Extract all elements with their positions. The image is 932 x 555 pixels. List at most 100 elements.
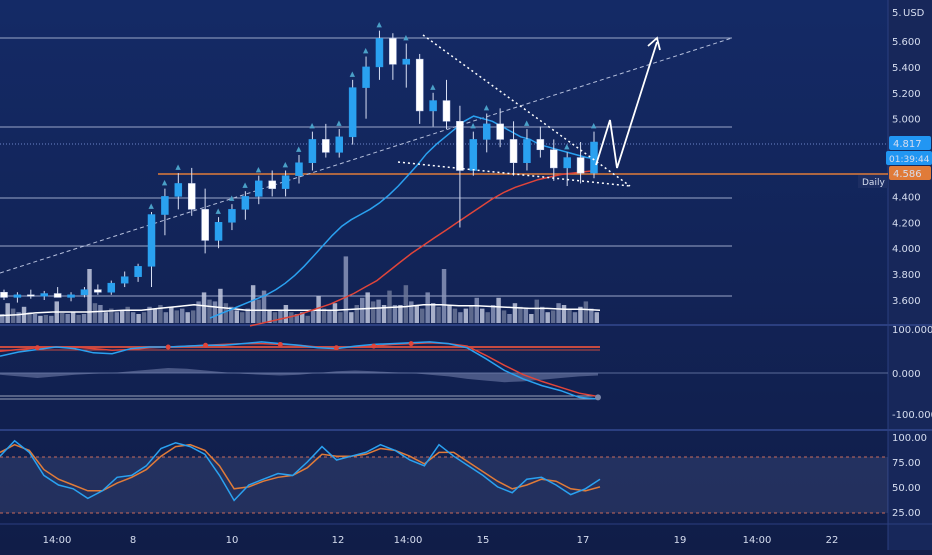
projection-arrow[interactable] [595, 36, 661, 169]
candle-body [241, 196, 250, 210]
time-tick-label: 14:00 [743, 535, 772, 546]
time-axis-ticks[interactable]: 14:00 8 10 12 14:00 15 17 19 14:00 22 [43, 535, 839, 546]
signal-arrow-up: ▲ [430, 83, 436, 91]
stoch-d-line [0, 443, 601, 492]
volume-bar [463, 308, 469, 323]
price-badge-value: 4.817 [893, 139, 922, 150]
candle-body [523, 139, 531, 163]
price-tick-top-partial: 5. [892, 8, 902, 19]
volume-bar [103, 312, 109, 323]
volume-bar [5, 303, 10, 323]
volume-bar [447, 305, 452, 323]
candle-body [107, 282, 116, 293]
volume-bar [130, 312, 136, 323]
signal-arrow-up: ▲ [564, 142, 570, 150]
volume-bar [594, 312, 599, 323]
osc1-axis-ticks: 100.000 0.000 -100.000 [892, 325, 932, 421]
level-badge: 4.586 [889, 166, 931, 180]
volume-bar [338, 312, 343, 323]
candle-body [27, 294, 35, 297]
candle-body [40, 293, 48, 297]
volume-bar [300, 312, 305, 323]
volume-bar [163, 312, 169, 323]
volume-bar [27, 312, 32, 323]
osc1-tick-label: 100.000 [892, 325, 932, 336]
volume-bar [201, 292, 207, 323]
volume-bar [81, 314, 87, 323]
volume-bar [420, 308, 425, 323]
volume-bar [196, 301, 201, 323]
signal-arrow-up: ▲ [296, 145, 302, 153]
horizontal-levels[interactable] [0, 37, 888, 297]
candle-body [335, 136, 343, 153]
signal-arrow-up: ▲ [376, 21, 382, 29]
candle-body [509, 139, 518, 163]
trendline-dashed[interactable] [0, 37, 733, 274]
price-tick-label: 5.200 [892, 89, 921, 100]
candle-body [255, 180, 263, 197]
volume-bar [349, 312, 354, 323]
volume-bar [381, 305, 387, 323]
volume-bar [114, 312, 119, 323]
signal-arrow-up: ▲ [336, 119, 342, 127]
osc1-tick-label: -100.000 [892, 410, 932, 421]
price-tick-label: 5.600 [892, 37, 921, 48]
volume-bar [49, 315, 54, 323]
volume-bar [441, 269, 447, 323]
signal-arrow-up: ▲ [175, 163, 181, 171]
candle-body [576, 157, 585, 174]
candle-body [389, 38, 397, 65]
candle-body [469, 139, 478, 171]
volume-bar [507, 314, 512, 323]
candle-body [120, 276, 129, 284]
volume-bar [250, 285, 256, 323]
time-tick-label: 22 [826, 535, 839, 546]
volume-bar [392, 305, 398, 323]
volume-bar [152, 308, 158, 323]
osc1-tick-label: 0.000 [892, 369, 921, 380]
ma-slow-line [249, 169, 597, 327]
triangle-pattern[interactable] [397, 34, 631, 187]
volume-bar [414, 305, 419, 323]
candle-body [590, 141, 598, 174]
volume-bar [212, 301, 218, 323]
time-tick-label: 8 [130, 535, 136, 546]
osc1-histogram [0, 368, 598, 383]
osc2-tick-label: 75.00 [892, 458, 921, 469]
signal-arrow-up: ▲ [309, 122, 315, 130]
volume-bar [16, 312, 21, 323]
candle-body [80, 289, 89, 296]
oscillator-1-pane[interactable] [0, 341, 888, 401]
osc1-last-dot [595, 394, 601, 401]
osc2-axis-ticks: 100.00 75.00 50.00 25.00 [892, 433, 927, 519]
candle-body [214, 222, 223, 241]
candle-body [174, 183, 183, 197]
volume-bar [480, 308, 485, 323]
volume-bar [136, 314, 141, 323]
volume-bar [583, 301, 589, 323]
volume-bar [43, 314, 49, 323]
oscillator-2-pane[interactable] [0, 439, 888, 514]
time-tick-label: 17 [577, 535, 590, 546]
candle-body [429, 100, 437, 112]
signal-arrow-up: ▲ [470, 122, 476, 130]
volume-bar [376, 299, 381, 323]
volume-bar [60, 313, 65, 323]
volume-bar [207, 299, 212, 323]
volume-bar [452, 308, 458, 323]
volume-bar [485, 312, 490, 323]
cross-dot [203, 342, 209, 348]
price-tick-label: 4.000 [892, 244, 921, 255]
candle-body [362, 66, 370, 88]
countdown-value: 01:39:44 [889, 155, 930, 165]
osc2-tick-label: 25.00 [892, 508, 921, 519]
volume-bar [501, 310, 507, 323]
candle-body [67, 294, 75, 298]
volume-bar [550, 310, 556, 323]
volume-bar [272, 312, 278, 323]
volume-bar [343, 256, 349, 323]
price-axis-panel[interactable] [888, 0, 932, 550]
volume-bar [534, 299, 539, 323]
timeframe-label: Daily [862, 178, 885, 188]
